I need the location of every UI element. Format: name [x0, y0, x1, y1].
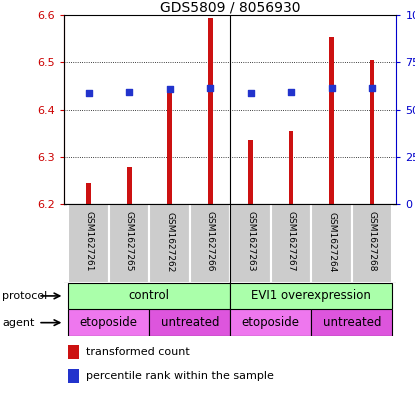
Text: GSM1627262: GSM1627262: [165, 211, 174, 272]
Point: [126, 89, 132, 95]
Bar: [68, 345, 79, 360]
Bar: [271, 204, 311, 283]
Point: [166, 86, 173, 92]
Point: [328, 85, 335, 92]
Bar: [230, 204, 271, 283]
Text: EVI1 overexpression: EVI1 overexpression: [251, 289, 371, 303]
Point: [247, 90, 254, 96]
Text: GSM1627261: GSM1627261: [84, 211, 93, 272]
Point: [369, 85, 375, 92]
Bar: [167, 93, 172, 204]
Text: GSM1627267: GSM1627267: [286, 211, 295, 272]
Text: transformed count: transformed count: [86, 347, 190, 357]
Bar: [208, 18, 212, 204]
Text: agent: agent: [2, 318, 34, 328]
Bar: [127, 167, 132, 204]
Bar: [288, 131, 293, 204]
Title: GDS5809 / 8056930: GDS5809 / 8056930: [160, 0, 300, 14]
Bar: [109, 204, 149, 283]
Text: control: control: [129, 289, 170, 303]
Text: percentile rank within the sample: percentile rank within the sample: [86, 371, 274, 381]
Text: etoposide: etoposide: [242, 316, 300, 329]
Point: [288, 89, 294, 95]
Text: GSM1627264: GSM1627264: [327, 211, 336, 272]
Bar: [311, 309, 392, 336]
Text: untreated: untreated: [161, 316, 219, 329]
Bar: [352, 204, 392, 283]
Text: protocol: protocol: [2, 291, 47, 301]
Text: GSM1627263: GSM1627263: [246, 211, 255, 272]
Bar: [370, 60, 374, 204]
Bar: [329, 37, 334, 204]
Bar: [149, 204, 190, 283]
Point: [85, 90, 92, 96]
Bar: [68, 283, 230, 309]
Text: etoposide: etoposide: [80, 316, 138, 329]
Bar: [248, 140, 253, 204]
Text: GSM1627268: GSM1627268: [368, 211, 376, 272]
Bar: [311, 204, 352, 283]
Text: GSM1627266: GSM1627266: [205, 211, 215, 272]
Bar: [68, 204, 109, 283]
Text: untreated: untreated: [322, 316, 381, 329]
Bar: [86, 183, 91, 204]
Bar: [68, 369, 79, 383]
Point: [207, 85, 213, 92]
Bar: [68, 309, 149, 336]
Bar: [149, 309, 230, 336]
Bar: [230, 283, 392, 309]
Bar: [190, 204, 230, 283]
Text: GSM1627265: GSM1627265: [124, 211, 134, 272]
Bar: [230, 309, 311, 336]
